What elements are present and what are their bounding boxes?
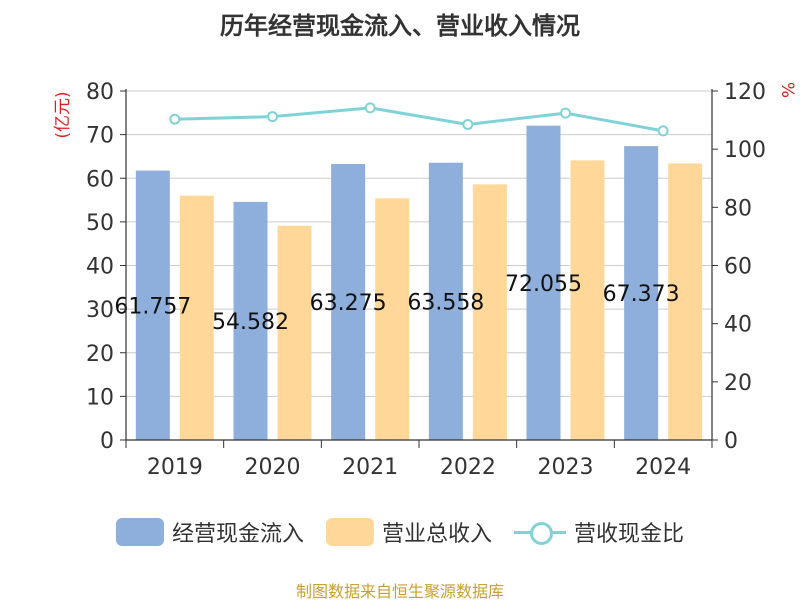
bar-revenue	[179, 195, 214, 440]
x-tick-label: 2021	[342, 455, 398, 480]
data-label-cash-inflow: 72.055	[505, 272, 582, 297]
legend-label-cash-inflow: 经营现金流入	[171, 522, 304, 547]
y-left-tick-label: 30	[86, 298, 114, 323]
legend-swatch-cash-inflow	[115, 518, 164, 546]
x-tick-label: 2019	[147, 455, 203, 480]
y-right-tick-label: 120	[724, 80, 766, 105]
bar-cash-inflow	[233, 201, 268, 440]
point-ratio	[657, 125, 669, 137]
y-left-tick-label: 50	[86, 211, 114, 236]
y-right-tick-label: 100	[724, 138, 766, 163]
bar-revenue	[668, 163, 703, 441]
y-left-tick-label: 60	[86, 167, 114, 192]
y-right-tick-label: 80	[724, 196, 752, 221]
legend-item-revenue[interactable]: 营业总收入	[325, 516, 492, 548]
y-right-tick-label: 0	[724, 429, 738, 454]
x-tick-label: 2022	[440, 455, 496, 480]
y-left-tick-label: 40	[86, 255, 114, 280]
y-right-axis-title: %	[777, 82, 797, 98]
x-tick-label: 2020	[245, 455, 301, 480]
legend-label-ratio: 营收现金比	[574, 522, 685, 547]
legend-item-ratio[interactable]: 营收现金比	[514, 516, 684, 548]
bar-cash-inflow	[428, 162, 463, 441]
bars	[135, 125, 703, 441]
line-ratio	[174, 106, 664, 133]
data-labels: 61.757 54.582 63.275 63.558 72.055 67.373	[114, 272, 679, 335]
y-left-tick-label: 20	[86, 342, 114, 367]
point-ratio	[560, 107, 571, 119]
legend-label-revenue: 营业总收入	[381, 522, 492, 547]
data-label-cash-inflow: 54.582	[212, 310, 289, 335]
legend: 经营现金流入 营业总收入 营收现金比	[0, 516, 800, 548]
point-ratio	[169, 113, 181, 125]
y-left-tick-label: 70	[86, 124, 114, 149]
x-tick-label: 2024	[635, 455, 691, 480]
data-label-cash-inflow: 67.373	[603, 282, 680, 307]
data-label-cash-inflow: 63.558	[407, 290, 484, 315]
point-ratio	[462, 118, 474, 130]
y-left-axis-title: (亿元)	[53, 91, 73, 138]
data-label-cash-inflow: 61.757	[114, 294, 191, 319]
bar-cash-inflow	[624, 146, 659, 441]
chart-title: 历年经营现金流入、营业收入情况	[220, 12, 580, 40]
source-note: 制图数据来自恒生聚源数据库	[295, 582, 504, 601]
point-ratio	[267, 111, 278, 123]
y-right-tick-label: 40	[724, 313, 752, 338]
y-right-tick-label: 20	[724, 371, 752, 396]
legend-swatch-revenue	[325, 518, 374, 546]
axes: 0 10 20 30 40 50 60 70 80 0 20 40 60 80 100 120 (亿元)% 201…	[53, 80, 797, 480]
bar-cash-inflow	[135, 170, 170, 440]
point-ratio	[364, 102, 376, 114]
y-left-tick-label: 80	[86, 80, 114, 105]
ratio-line	[169, 102, 669, 137]
bar-cash-inflow	[526, 125, 561, 440]
data-label-cash-inflow: 63.275	[310, 291, 387, 316]
bar-cash-inflow	[331, 163, 366, 440]
y-left-tick-label: 0	[100, 429, 114, 454]
y-right-tick-label: 60	[724, 255, 752, 280]
x-tick-label: 2023	[538, 455, 594, 480]
bar-revenue	[472, 184, 507, 440]
y-left-tick-label: 10	[86, 385, 114, 410]
bar-revenue	[277, 225, 312, 440]
gridlines	[126, 90, 712, 397]
bar-revenue	[375, 198, 410, 440]
legend-item-cash-inflow[interactable]: 经营现金流入	[115, 516, 304, 548]
bar-revenue	[570, 160, 605, 440]
legend-line-marker-icon	[514, 518, 566, 546]
